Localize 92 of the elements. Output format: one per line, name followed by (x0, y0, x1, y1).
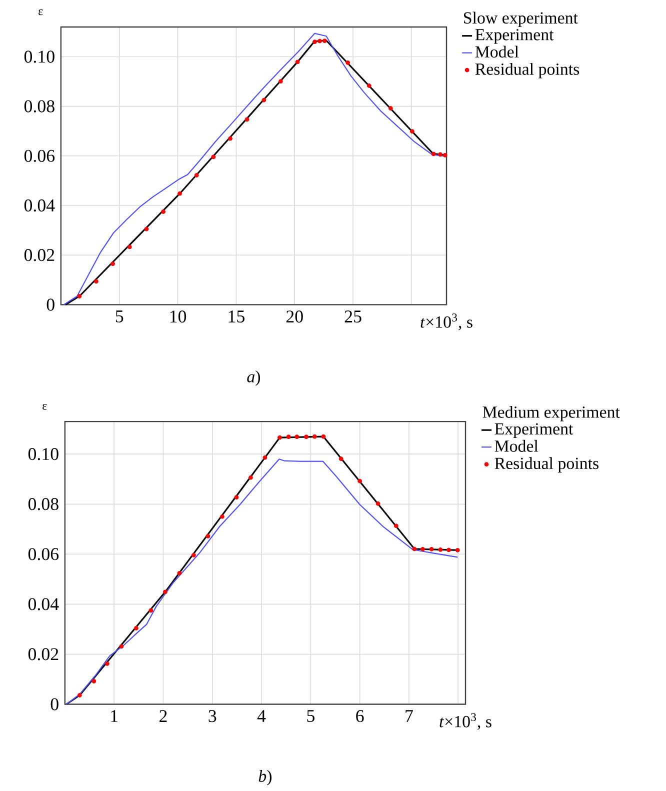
x-tick-label: 25 (344, 310, 362, 323)
point (211, 154, 216, 160)
x-tick-label: 20 (286, 310, 303, 323)
legend-title: Medium experiment (482, 406, 620, 422)
point (455, 548, 460, 552)
point (322, 38, 327, 44)
point (312, 40, 317, 44)
point (286, 434, 291, 440)
point (148, 608, 153, 613)
x-axis-title: t×10$^{3}$, s (420, 314, 472, 330)
x-tick-label: 3 (208, 710, 216, 722)
point (394, 524, 398, 528)
x-tick-label: 4 (257, 710, 266, 722)
point (244, 117, 250, 122)
point (442, 152, 448, 158)
point (312, 434, 317, 439)
point (248, 475, 253, 480)
point (94, 279, 98, 284)
point (134, 626, 138, 630)
x-tick-label: 5 (307, 710, 314, 722)
point (321, 434, 326, 439)
point (295, 60, 300, 64)
point (206, 534, 210, 538)
y-tick-label: 0.10 (28, 448, 58, 460)
y-tick-label: 0.06 (24, 150, 54, 162)
y-tick-label: 0.02 (28, 648, 58, 660)
y-tick-label: 0.02 (24, 249, 54, 262)
point (429, 546, 434, 552)
point (438, 547, 442, 552)
point (366, 84, 372, 88)
point (376, 501, 380, 506)
text: b) (258, 770, 272, 786)
point (194, 173, 199, 178)
point (191, 552, 196, 558)
point (110, 262, 115, 266)
y-tick-label: 0 (50, 698, 58, 710)
y-tick-label: 0.10 (24, 50, 54, 63)
y-tick-label: 0 (46, 298, 54, 311)
point (410, 129, 414, 134)
legend-title: Slow experiment (464, 12, 578, 28)
point (294, 434, 299, 440)
y-axis-title: ε (38, 9, 43, 16)
legend-label: Experiment (475, 28, 554, 44)
point (345, 60, 350, 65)
x-tick-label: 15 (228, 310, 244, 323)
point (317, 38, 322, 44)
y-tick-label: 0.08 (28, 498, 58, 510)
point (234, 495, 239, 500)
legend-label: Residual points (475, 62, 579, 78)
point (420, 546, 425, 552)
x-tick-label: 1 (111, 710, 118, 722)
x-axis-title: t×10$^{3}$, s (440, 713, 492, 730)
legend-label: Model (475, 46, 519, 58)
x-tick-label: 10 (170, 310, 186, 323)
x-tick-label: 6 (356, 710, 364, 722)
x-tick-label: 5 (116, 310, 123, 322)
legend-label: Experiment (494, 423, 573, 438)
point (438, 152, 442, 157)
point (177, 191, 182, 196)
point (77, 693, 82, 698)
y-tick-label: 0.06 (28, 548, 58, 560)
point (357, 478, 362, 484)
x-tick-label: 2 (159, 710, 167, 722)
point (338, 456, 344, 462)
text: a) (247, 370, 260, 386)
point (388, 106, 393, 111)
point (77, 294, 82, 298)
y-tick-label: 0.08 (24, 100, 54, 112)
point (228, 136, 232, 141)
point (220, 514, 224, 519)
point (277, 435, 282, 440)
point (412, 546, 416, 552)
point (160, 210, 166, 214)
point (104, 662, 110, 666)
point (446, 548, 451, 552)
point (262, 455, 268, 460)
point (144, 226, 149, 232)
point (278, 79, 283, 84)
y-axis-title: ε (42, 404, 47, 410)
y-tick-label: 0.04 (28, 598, 59, 610)
point (127, 244, 132, 250)
legend-label: Residual points (494, 457, 598, 473)
x-tick-label: 7 (406, 710, 413, 722)
y-tick-label: 0.04 (24, 199, 55, 212)
legend-label: Model (494, 440, 538, 452)
point (304, 434, 308, 440)
point (119, 644, 124, 649)
point (262, 98, 266, 102)
point (92, 679, 96, 684)
point (431, 152, 436, 156)
point (162, 590, 168, 594)
point (177, 570, 182, 576)
